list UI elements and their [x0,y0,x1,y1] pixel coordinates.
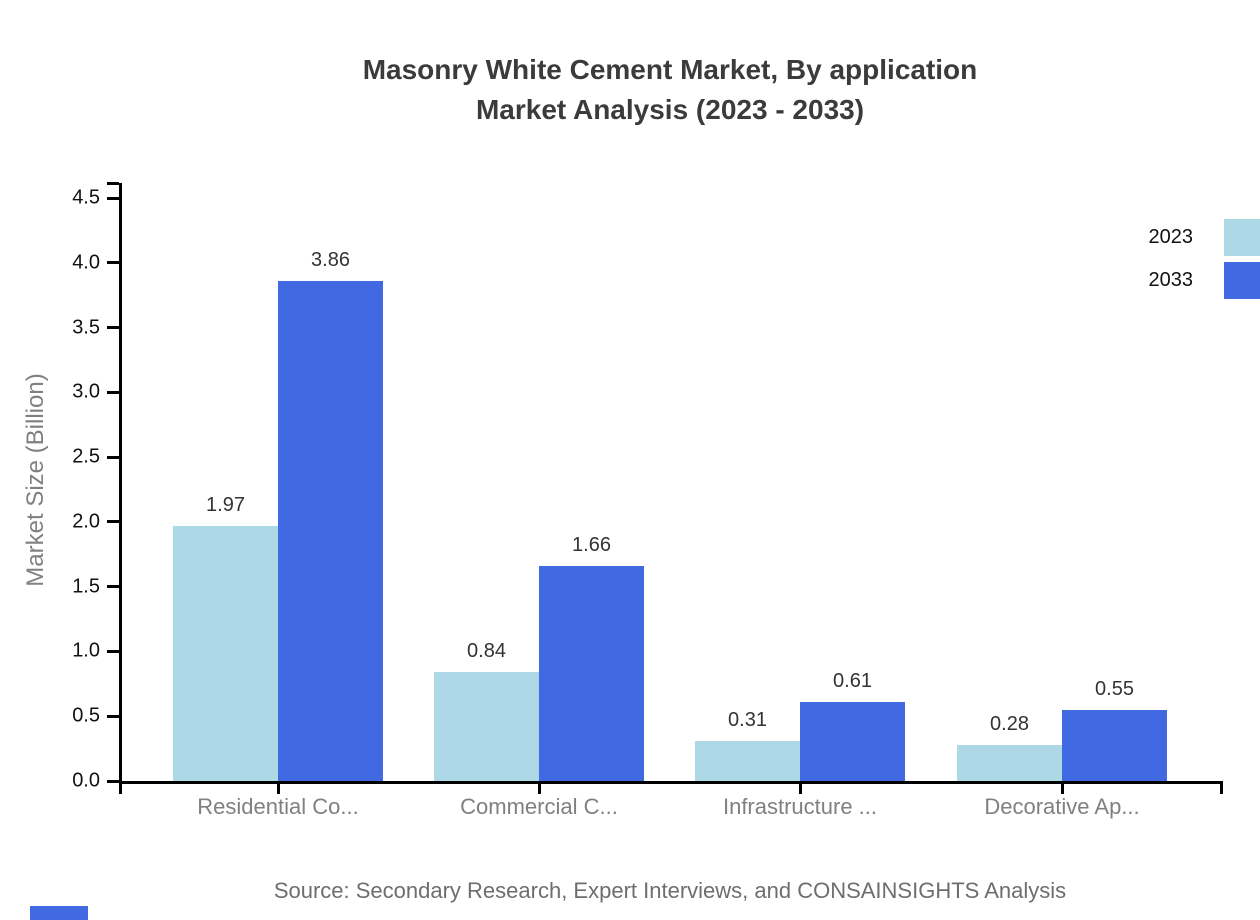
bar-value-label: 0.84 [467,640,506,663]
bar-2033-cat3 [800,701,905,781]
logo-mark-fragment [30,906,88,920]
y-tick-label: 1.5 [72,575,100,598]
bar-2033-cat4 [1062,709,1167,781]
y-tick-label: 3.5 [72,316,100,339]
y-tick [107,390,119,394]
x-tick [537,782,541,794]
bar-2033-cat2 [539,565,644,781]
bar-value-label: 0.55 [1095,677,1134,700]
legend-label-2033: 2033 [1148,269,1194,291]
y-tick [107,326,119,330]
x-category-label: Commercial C... [460,794,618,819]
source-note: Source: Secondary Research, Expert Inter… [273,878,1067,903]
bar-2023-cat3 [695,740,800,781]
bar-value-label: 3.86 [311,248,350,271]
y-tick [107,261,119,265]
y-axis-endcap-tick [107,182,119,185]
x-tick [798,782,802,794]
legend-row-2023: 2023 [1149,219,1260,256]
legend-row-2033: 2033 [1149,262,1260,299]
bar-value-label: 1.97 [206,493,245,516]
y-tick-label: 2.0 [72,510,100,533]
x-axis-line [118,780,1223,784]
x-category-label: Residential Co... [197,794,359,819]
bar-2023-cat2 [434,672,539,781]
y-tick-label: 0.5 [72,704,100,727]
bar-value-label: 0.61 [833,669,872,692]
legend-swatch-2033 [1224,262,1260,299]
y-tick [107,455,119,459]
y-tick [107,649,119,653]
legend-label-2023: 2023 [1148,226,1194,248]
y-tick-label: 4.0 [72,251,100,274]
y-tick-label: 4.5 [72,186,100,209]
x-tick [276,782,280,794]
chart-title-line-1: Masonry White Cement Market, By applicat… [362,54,978,85]
x-tick [118,782,122,794]
chart-title-line-2: Market Analysis (2023 - 2033) [475,94,865,125]
bar-value-label: 1.66 [572,533,611,556]
y-tick [107,779,119,783]
y-tick-label: 1.0 [72,639,100,662]
y-tick [107,714,119,718]
bar-2023-cat1 [173,525,278,781]
bar-2023-cat4 [957,744,1062,781]
y-tick [107,585,119,589]
legend-swatch-2023 [1224,219,1260,256]
x-category-label: Infrastructure ... [722,794,878,819]
chart-title: Masonry White Cement Market, By applicat… [120,50,1220,130]
y-tick [107,196,119,200]
y-tick [107,520,119,524]
x-category-label: Decorative Ap... [984,794,1140,819]
y-tick-label: 2.5 [72,445,100,468]
y-tick-label: 3.0 [72,380,100,403]
x-tick [1060,782,1064,794]
y-axis-title: Market Size (Billion) [22,373,49,587]
y-axis-line [118,183,122,784]
bar-value-label: 0.28 [990,712,1029,735]
y-tick-label: 0.0 [72,769,100,792]
bar-value-label: 0.31 [728,708,767,731]
legend: 2023 2033 [1149,219,1260,305]
x-tick [1219,782,1223,794]
bar-2033-cat1 [278,280,383,781]
